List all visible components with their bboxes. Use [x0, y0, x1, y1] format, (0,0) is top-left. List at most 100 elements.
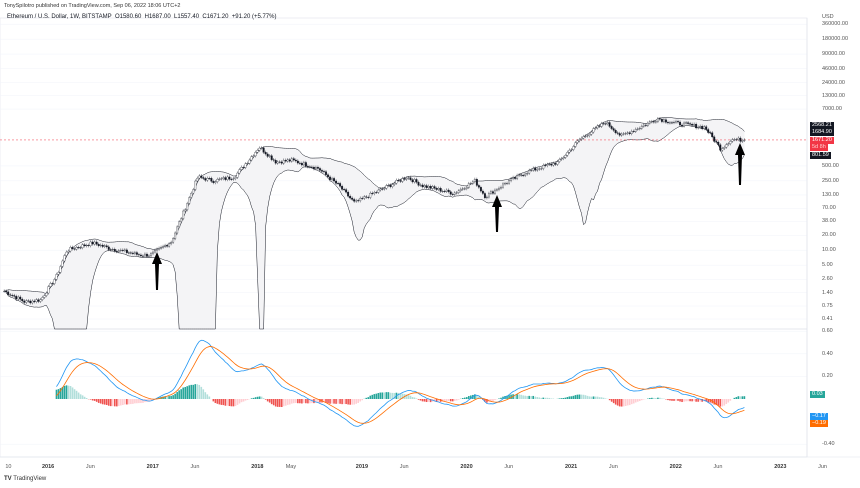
macd-histogram-bar — [508, 395, 510, 399]
candle — [190, 192, 193, 198]
price-tick-label: 13000.00 — [822, 92, 845, 99]
macd-histogram-bar — [409, 395, 412, 399]
candle — [449, 191, 452, 195]
macd-histogram-bar — [188, 385, 191, 399]
candle — [298, 162, 301, 164]
macd-histogram-bar — [476, 395, 478, 399]
candle — [646, 122, 649, 126]
macd-histogram-bar — [71, 387, 74, 399]
candle — [405, 178, 408, 180]
macd-histogram-bar — [329, 399, 331, 404]
macd-histogram-bar — [196, 384, 199, 399]
macd-histogram-bar — [675, 399, 677, 401]
candle — [602, 123, 605, 125]
macd-histogram-bar — [315, 399, 317, 403]
candle — [367, 197, 370, 198]
candle — [256, 150, 259, 153]
macd-histogram-bar — [715, 399, 718, 406]
candle — [308, 166, 311, 168]
candle — [693, 124, 696, 126]
macd-histogram-bar — [244, 399, 247, 401]
macd-histogram-bar — [120, 399, 122, 406]
candle — [665, 119, 667, 123]
candle — [216, 179, 219, 182]
macd-histogram-bar — [669, 399, 671, 401]
price-tick-label: 180000.00 — [822, 36, 848, 43]
candle — [536, 169, 539, 171]
candle — [166, 245, 169, 247]
candle — [572, 146, 575, 150]
candle — [389, 185, 392, 187]
candle — [548, 163, 551, 165]
price-tick-label: 10.00 — [822, 247, 836, 254]
macd-histogram-bar — [391, 392, 394, 399]
candle — [644, 124, 647, 126]
time-tick-label: Jun — [608, 464, 618, 470]
candle — [194, 180, 197, 190]
candle — [210, 178, 213, 182]
candle — [186, 203, 189, 210]
macd-histogram-bar — [130, 399, 132, 405]
candle — [87, 245, 90, 246]
candle — [276, 161, 279, 164]
candle — [397, 180, 400, 181]
macd-histogram-bar — [417, 399, 420, 400]
macd-histogram-bar — [107, 399, 110, 406]
macd-histogram-bar — [725, 399, 728, 405]
candle — [566, 152, 569, 156]
candle — [387, 185, 390, 186]
candle — [648, 121, 651, 124]
macd-histogram-bar — [367, 397, 370, 399]
candle — [574, 142, 577, 147]
macd-histogram-bar — [687, 399, 689, 402]
macd-histogram-bar — [532, 395, 534, 399]
price-tick-label: 5.00 — [822, 262, 833, 269]
candle — [455, 192, 458, 194]
candle — [522, 175, 525, 176]
candle — [264, 152, 267, 155]
signal-line-tag: −0.19 — [810, 420, 828, 427]
candle — [137, 254, 140, 256]
candle — [699, 126, 702, 128]
macd-histogram-bar — [274, 399, 277, 407]
macd-histogram-bar — [470, 395, 472, 399]
macd-histogram-bar — [331, 399, 333, 404]
candle — [162, 246, 165, 248]
macd-histogram-bar — [288, 399, 291, 405]
candle — [564, 155, 567, 158]
macd-histogram-bar — [540, 397, 543, 399]
candle — [606, 122, 609, 125]
candle — [592, 128, 595, 133]
macd-histogram-bar — [69, 386, 72, 399]
candle — [258, 147, 261, 151]
tradingview-logo[interactable]: TV TradingView — [4, 476, 47, 482]
candle — [373, 192, 376, 194]
candle — [3, 290, 6, 292]
macd-histogram-bar — [284, 399, 287, 406]
candle — [286, 159, 289, 162]
candle — [150, 253, 152, 257]
candle — [300, 163, 303, 166]
candle — [622, 133, 625, 135]
candle — [196, 177, 199, 182]
macd-histogram-bar — [641, 399, 643, 401]
price-tick-label: 500.00 — [822, 162, 839, 169]
macd-histogram-bar — [317, 399, 319, 403]
macd-histogram-bar — [95, 399, 98, 402]
macd-histogram-bar — [582, 394, 585, 399]
macd-histogram-bar — [580, 394, 583, 399]
candle — [550, 163, 553, 166]
candle — [109, 249, 112, 251]
macd-histogram-bar — [387, 392, 390, 399]
candle — [518, 174, 521, 176]
macd-histogram-bar — [466, 397, 468, 399]
brand-label: TradingView — [13, 476, 47, 482]
macd-histogram-bar — [429, 399, 432, 403]
candle — [419, 184, 422, 186]
macd-histogram-bar — [202, 389, 205, 399]
candle — [630, 131, 633, 134]
candle — [441, 191, 444, 192]
candle — [202, 177, 205, 179]
